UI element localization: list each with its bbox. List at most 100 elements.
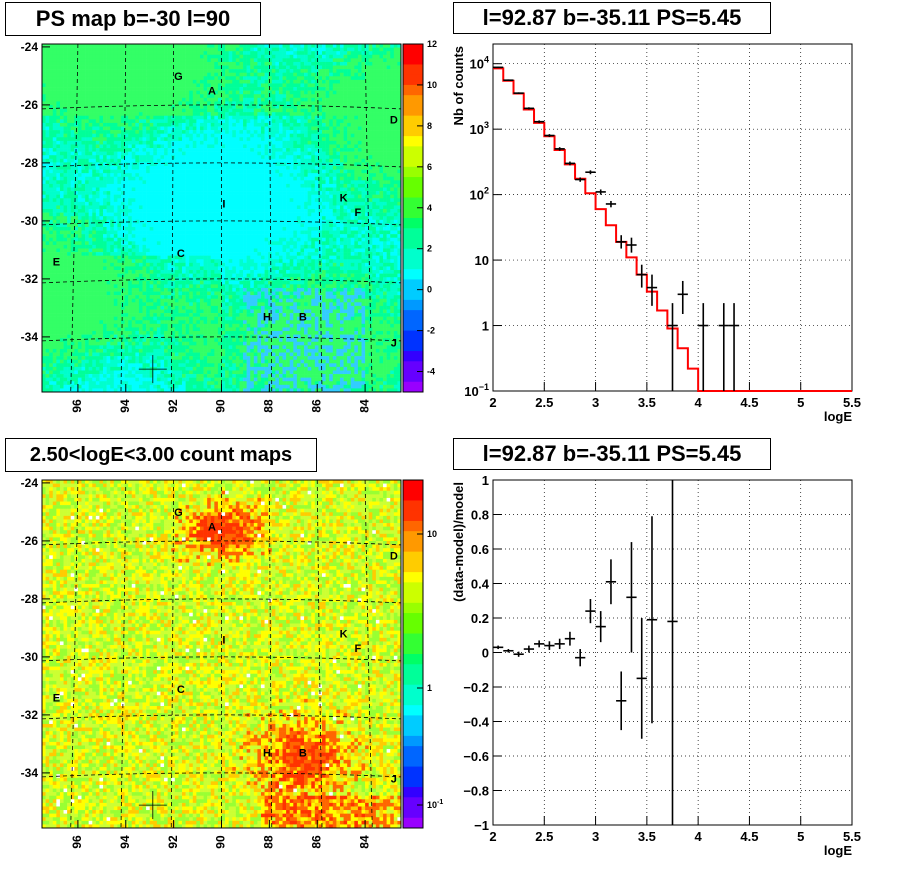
y-tick-label: 0.6 [471, 542, 489, 557]
x-tick-label: 88 [262, 835, 276, 849]
x-tick-label: 4 [695, 395, 703, 410]
x-tick-label: 96 [70, 399, 84, 413]
data-point [626, 238, 636, 253]
colorbar-tick: 10-1 [427, 799, 443, 810]
source-label: E [53, 693, 60, 705]
source-label: D [390, 114, 398, 126]
data-point [698, 303, 708, 391]
source-label: J [391, 338, 397, 350]
data-point [503, 79, 513, 81]
data-point [647, 275, 657, 306]
residual-point [667, 480, 677, 825]
y-tick-label: -24 [21, 40, 39, 54]
residual-point [585, 599, 595, 623]
y-tick-label: -24 [21, 476, 39, 490]
x-tick-label: 2 [489, 395, 496, 410]
residual-point [534, 640, 544, 647]
y-tick-label: 104 [470, 55, 489, 72]
data-point [667, 303, 677, 391]
x-tick-label: 2.5 [535, 829, 553, 844]
colorbar-tick: 12 [427, 39, 437, 49]
x-tick-label: 84 [357, 399, 371, 413]
x-tick-label: 2.5 [535, 395, 553, 410]
x-tick-label: 5 [797, 829, 804, 844]
residual-title: l=92.87 b=-35.11 PS=5.45 [453, 438, 771, 470]
source-label: I [222, 635, 225, 647]
x-tick-label: 92 [166, 399, 180, 413]
source-label: C [177, 248, 185, 260]
x-tick-label: 3.5 [638, 395, 656, 410]
data-point [493, 67, 503, 68]
residual-point [596, 611, 606, 642]
y-axis-label: (data-model)/model [451, 482, 466, 602]
residual-point [503, 649, 513, 652]
y-tick-label: −1 [474, 818, 489, 833]
y-tick-label: 1 [482, 473, 489, 488]
residual-point [575, 649, 585, 666]
count-map-title: 2.50<logE<3.00 count maps [5, 438, 317, 472]
x-tick-label: 5.5 [843, 829, 861, 844]
colorbar-tick: 4 [427, 203, 432, 213]
x-tick-label: 88 [262, 399, 276, 413]
residual-point [637, 618, 647, 739]
x-tick-label: 3 [592, 829, 599, 844]
y-tick-label: 0.2 [471, 611, 489, 626]
x-tick-label: 92 [166, 835, 180, 849]
colorbar-tick: 6 [427, 162, 432, 172]
data-point [729, 303, 739, 391]
x-tick-label: 94 [118, 835, 132, 849]
x-tick-label: 84 [357, 835, 371, 849]
x-tick-label: 3.5 [638, 829, 656, 844]
y-tick-label: 10 [475, 253, 489, 268]
source-label: B [299, 312, 307, 324]
y-tick-label: -26 [21, 534, 39, 548]
colorbar-tick: 10 [427, 529, 437, 539]
source-label: G [174, 71, 183, 83]
residual-point [544, 641, 554, 650]
x-tick-label: 3 [592, 395, 599, 410]
data-point [514, 92, 524, 94]
y-tick-label: -28 [21, 592, 39, 606]
y-tick-label: -32 [21, 708, 39, 722]
ps-map-title: PS map b=-30 l=90 [5, 2, 261, 36]
colorbar-tick: -2 [427, 326, 435, 336]
y-tick-label: -30 [21, 650, 39, 664]
data-point [524, 107, 534, 109]
colorbar [403, 480, 423, 829]
y-tick-label: −0.8 [463, 784, 489, 799]
colorbar-tick: 0 [427, 285, 432, 295]
colorbar-tick: -4 [427, 367, 435, 377]
y-tick-label: -32 [21, 272, 39, 286]
y-tick-label: -26 [21, 98, 39, 112]
y-axis-label: Nb of counts [451, 46, 466, 125]
source-label: K [340, 193, 348, 205]
x-tick-label: 94 [118, 399, 132, 413]
data-point [596, 189, 606, 194]
x-tick-label: 86 [309, 835, 323, 849]
colorbar [403, 44, 423, 393]
source-label: F [355, 207, 362, 219]
x-tick-label: 86 [309, 399, 323, 413]
colorbar-tick: 1 [427, 683, 432, 693]
source-label: C [177, 684, 185, 696]
y-tick-label: 10−1 [464, 382, 489, 399]
y-tick-label: 102 [470, 186, 489, 203]
y-tick-label: 103 [470, 120, 489, 137]
colorbar-tick: 10 [427, 80, 437, 90]
y-tick-label: −0.2 [463, 680, 489, 695]
data-point [606, 201, 616, 207]
x-tick-label: 4 [695, 829, 703, 844]
data-point [585, 170, 595, 174]
y-tick-label: 0.4 [471, 577, 490, 592]
x-tick-label: 4.5 [740, 829, 758, 844]
residual-point [606, 559, 616, 604]
y-tick-label: -34 [21, 766, 39, 780]
y-tick-label: 0.8 [471, 508, 489, 523]
residual-point [524, 646, 534, 653]
x-tick-label: 4.5 [740, 395, 758, 410]
